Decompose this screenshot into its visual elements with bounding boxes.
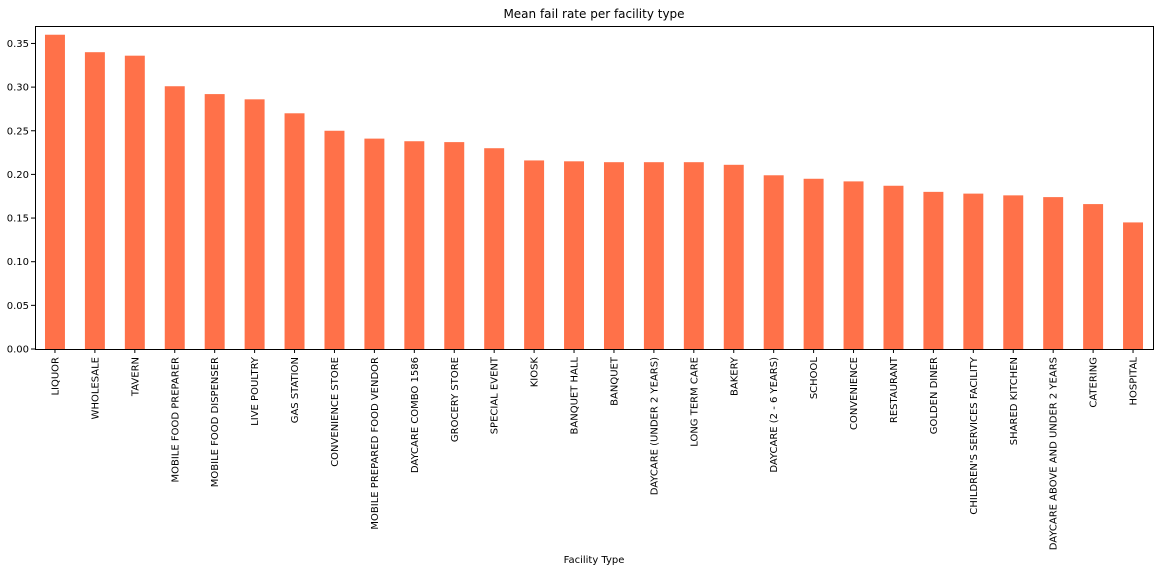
x-tick-label: LONG TERM CARE [689, 357, 700, 447]
x-tick-label: SCHOOL [809, 357, 820, 400]
plot-frame [35, 26, 1154, 350]
y-tick-label: 0.20 [7, 170, 29, 181]
x-tick-label: LIQUOR [50, 357, 61, 396]
x-tick-label: MOBILE PREPARED FOOD VENDOR [370, 357, 381, 530]
chart-title: Mean fail rate per facility type [503, 7, 684, 21]
x-tick-label: CONVENIENCE STORE [330, 357, 341, 467]
x-tick-label: GROCERY STORE [450, 357, 461, 442]
bar [444, 142, 465, 349]
bar [364, 138, 385, 349]
x-tick-label: CHILDREN'S SERVICES FACILITY [969, 356, 980, 514]
x-tick-label: GAS STATION [290, 357, 301, 423]
bar [883, 185, 904, 349]
x-tick-label: DAYCARE (UNDER 2 YEARS) [649, 357, 660, 495]
bar [683, 162, 704, 349]
bar [524, 160, 545, 349]
x-tick-label: WHOLESALE [90, 357, 101, 419]
x-tick-label: MOBILE FOOD PREPARER [170, 357, 181, 483]
x-tick-label: CONVENIENCE [849, 357, 860, 430]
bar [923, 191, 944, 349]
bar [1083, 204, 1104, 349]
bars-group [44, 34, 1144, 350]
x-tick-label: DAYCARE COMBO 1586 [410, 357, 421, 473]
x-tick-label: LIVE POULTRY [250, 356, 261, 426]
bar [484, 148, 505, 349]
bar [1123, 222, 1144, 349]
y-tick-label: 0.35 [7, 39, 29, 50]
bar [404, 141, 425, 349]
bar [244, 99, 265, 349]
y-tick-label: 0.10 [7, 257, 29, 268]
bar [564, 161, 585, 349]
x-tick-label: SHARED KITCHEN [1009, 357, 1020, 445]
x-tick-label: KIOSK [530, 357, 541, 388]
bar [1043, 197, 1064, 349]
y-axis: 0.00 0.05 0.10 0.15 0.20 0.25 0.30 0.35 [7, 39, 35, 356]
bar [284, 113, 305, 349]
x-axis-label: Facility Type [564, 555, 625, 566]
x-tick-label: CATERING [1089, 357, 1100, 408]
y-tick-label: 0.15 [7, 214, 29, 225]
y-tick-label: 0.05 [7, 301, 29, 312]
x-tick-label: TAVERN [130, 357, 141, 397]
bar [843, 181, 864, 349]
y-tick-label: 0.00 [7, 345, 29, 356]
x-tick-label: RESTAURANT [889, 356, 900, 423]
x-tick-label: SPECIAL EVENT [490, 356, 501, 434]
x-tick-label: BANQUET [609, 356, 620, 406]
x-axis: LIQUOR WHOLESALE TAVERN MOBILE FOOD PREPARE… [50, 349, 1140, 550]
x-tick-label: HOSPITAL [1129, 357, 1140, 406]
x-tick-label: DAYCARE (2 - 6 YEARS) [769, 357, 780, 473]
bar [1003, 195, 1024, 349]
x-tick-label: BAKERY [729, 356, 740, 396]
x-tick-label: BANQUET HALL [570, 357, 581, 435]
y-tick-label: 0.30 [7, 83, 29, 94]
bar [963, 193, 984, 349]
bar [643, 162, 664, 349]
bar [723, 164, 744, 349]
x-tick-label: MOBILE FOOD DISPENSER [210, 357, 221, 487]
bar [603, 162, 624, 349]
x-tick-label: DAYCARE ABOVE AND UNDER 2 YEARS [1049, 357, 1060, 550]
bar [204, 94, 225, 349]
bar [803, 178, 824, 349]
bar [324, 130, 345, 349]
x-tick-label: GOLDEN DINER [929, 357, 940, 434]
bar [164, 86, 185, 349]
bar [124, 55, 145, 349]
bar [763, 175, 784, 349]
bar [84, 52, 105, 350]
bar [44, 34, 65, 349]
y-tick-label: 0.25 [7, 126, 29, 137]
